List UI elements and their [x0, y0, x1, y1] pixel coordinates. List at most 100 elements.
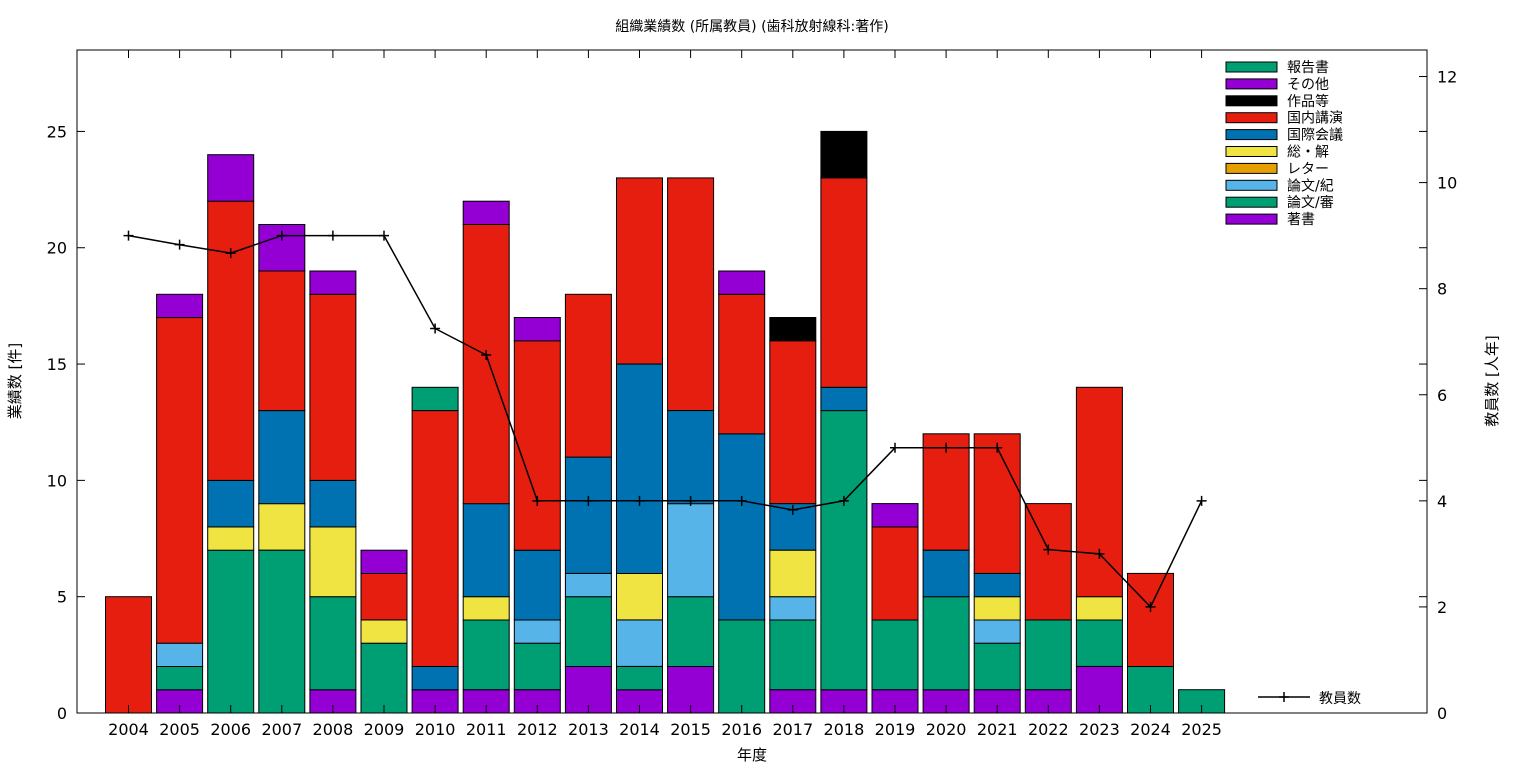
bar-segment: [973, 619, 1021, 644]
bar-segment: [922, 596, 970, 691]
x-axis-label: 年度: [737, 746, 767, 764]
bar-segment: [1024, 619, 1072, 691]
y2-tick-label: 6: [1437, 386, 1447, 405]
bar-segment: [156, 317, 204, 644]
bar-segment: [871, 526, 919, 621]
bar-segment: [769, 317, 817, 342]
plot-frame: [76, 49, 1428, 714]
line-point: [1196, 495, 1207, 506]
bar-segment: [462, 200, 510, 225]
bar-segment: [462, 503, 510, 598]
y-axis-label: 業績数 [件]: [6, 343, 24, 419]
bar-segment: [820, 386, 868, 412]
bar-segment: [207, 200, 255, 481]
y2-tick-label: 2: [1437, 598, 1447, 617]
x-tick-label: 2020: [926, 720, 967, 739]
legend-swatch: [1225, 162, 1278, 174]
bar-segment: [616, 177, 663, 365]
bar-segment: [513, 340, 561, 551]
bar-segment: [616, 363, 663, 574]
line-legend-label: 教員数: [1319, 691, 1361, 707]
bar-segment: [258, 410, 306, 505]
line-point: [1094, 548, 1105, 559]
legend-label: 総・解: [1287, 145, 1329, 161]
line-point: [634, 495, 645, 506]
x-tick-label: 2015: [670, 720, 711, 739]
chart-title: 組織業績数 (所属教員) (歯科放射線科:著作): [615, 19, 888, 35]
y-tick-label: 25: [47, 122, 67, 141]
x-tick-label: 2021: [977, 720, 1018, 739]
legend-label: その他: [1287, 77, 1329, 93]
bar-layer: [105, 130, 1226, 714]
bar-segment: [156, 642, 204, 668]
bar-segment: [769, 596, 817, 621]
line-point: [327, 230, 338, 241]
bar-segment: [156, 666, 204, 691]
y2-tick-label: 4: [1437, 492, 1447, 511]
bar-segment: [360, 572, 408, 621]
bar-segment: [922, 433, 970, 551]
bar-segment: [156, 293, 204, 319]
line-point: [174, 239, 185, 250]
x-tick-label: 2025: [1181, 720, 1222, 739]
line-point: [787, 504, 798, 515]
bar-segment: [667, 410, 715, 505]
bar-segment: [616, 666, 663, 691]
bar-segment: [667, 596, 715, 668]
line-point: [1043, 544, 1054, 555]
bar-segment: [513, 549, 561, 621]
bar-segment: [309, 526, 357, 598]
x-tick-label: 2016: [721, 720, 762, 739]
bar-segment: [564, 293, 612, 458]
bar-segment: [513, 619, 561, 644]
legend-label: 報告書: [1287, 60, 1329, 76]
line-point: [736, 495, 747, 506]
line-point: [481, 349, 492, 360]
x-tick-label: 2011: [466, 720, 507, 739]
y2-axis-label: 教員数 [人年]: [1483, 335, 1501, 426]
legend-swatch: [1225, 112, 1278, 124]
y-tick-label: 5: [57, 588, 67, 607]
legend-swatch: [1225, 61, 1278, 73]
bar-segment: [1127, 572, 1174, 668]
line-legend-marker: [1279, 692, 1289, 702]
bar-segment: [973, 642, 1021, 691]
bar-segment: [309, 479, 357, 528]
x-tick-label: 2005: [159, 720, 200, 739]
bar-segment: [513, 642, 561, 691]
bar-segment: [1075, 619, 1123, 667]
bar-segment: [360, 619, 408, 644]
bar-segment: [564, 596, 612, 668]
line-point: [1145, 601, 1156, 612]
bar-segment: [105, 596, 152, 714]
bar-segment: [871, 619, 919, 691]
y2-tick-label: 10: [1437, 174, 1457, 193]
legend-label: 論文/紀: [1287, 178, 1334, 194]
x-tick-label: 2009: [364, 720, 405, 739]
x-tick-label: 2007: [261, 720, 302, 739]
bar-segment: [718, 293, 766, 435]
bar-segment: [718, 619, 766, 714]
x-tick-label: 2017: [772, 720, 813, 739]
line-point: [890, 442, 900, 453]
bar-segment: [564, 572, 612, 598]
legend-label: 著書: [1287, 212, 1315, 228]
x-tick-label: 2013: [568, 720, 609, 739]
bar-segment: [973, 572, 1021, 598]
legend-label: 国内講演: [1287, 111, 1343, 127]
line-point: [992, 442, 1003, 453]
y-tick-label: 10: [47, 471, 67, 490]
bar-segment: [411, 666, 459, 691]
bar-segment: [462, 619, 510, 691]
line-point: [685, 495, 696, 506]
bar-segment: [718, 270, 766, 295]
bar-segment: [973, 433, 1021, 574]
legend-swatch: [1225, 78, 1278, 90]
legend-swatch: [1225, 196, 1278, 208]
teacher-count-line: [128, 234, 1203, 609]
line-point: [430, 323, 441, 334]
x-tick-label: 2010: [415, 720, 456, 739]
line-point: [941, 442, 952, 453]
